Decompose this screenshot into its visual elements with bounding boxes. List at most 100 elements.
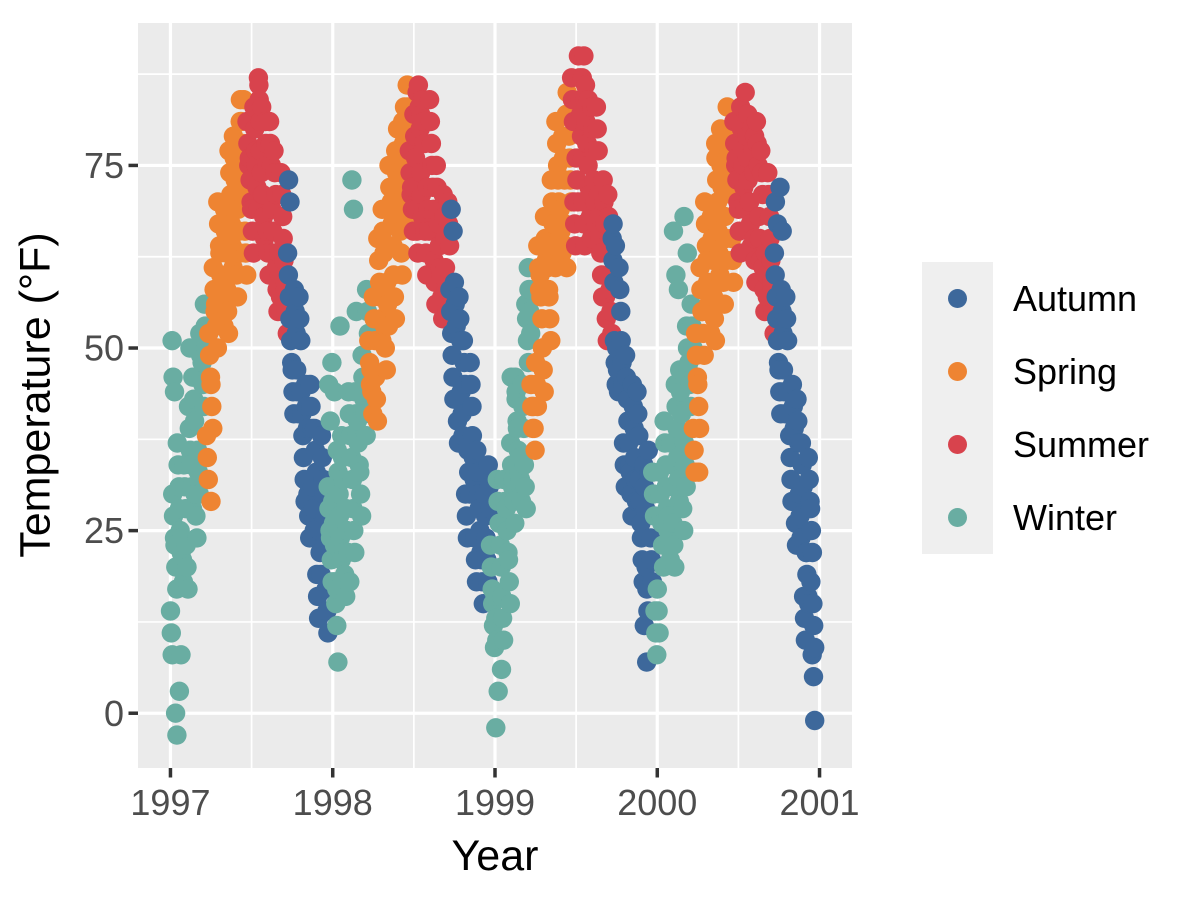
data-point [419, 90, 440, 110]
data-point [661, 433, 681, 453]
data-point [278, 265, 299, 285]
data-point [186, 506, 206, 526]
data-point [467, 440, 487, 460]
data-point [162, 331, 182, 351]
data-point [540, 309, 560, 329]
data-point [667, 418, 687, 439]
legend-item-winter: Winter [922, 481, 1149, 554]
data-point [264, 141, 284, 161]
data-point [638, 440, 658, 460]
data-point [252, 97, 272, 117]
data-point [198, 469, 218, 490]
data-point [701, 206, 721, 227]
data-point [648, 601, 668, 621]
data-point [486, 718, 506, 738]
data-point [420, 111, 441, 132]
legend-item-spring: Spring [922, 335, 1149, 408]
data-point [723, 272, 744, 292]
data-point [610, 279, 630, 300]
data-point [178, 579, 198, 599]
data-point [765, 192, 786, 212]
data-point [787, 389, 807, 409]
data-point [350, 462, 370, 482]
legend-label-winter: Winter [1013, 496, 1118, 538]
legend-item-autumn: Autumn [922, 262, 1149, 335]
data-point [533, 360, 553, 380]
legend-key-winter [922, 481, 993, 554]
data-point [343, 199, 364, 219]
data-point [714, 294, 734, 314]
data-point [312, 447, 332, 468]
data-point [603, 214, 623, 234]
data-point [615, 345, 636, 365]
x-tick-label-2000: 2000 [617, 782, 697, 823]
data-point [801, 572, 821, 592]
data-point [384, 287, 405, 307]
x-tick-label-1997: 1997 [130, 782, 210, 823]
data-point [329, 484, 349, 504]
data-point [665, 557, 685, 577]
data-point [237, 265, 257, 285]
data-point [336, 586, 356, 607]
data-point [557, 258, 577, 278]
data-point [799, 469, 819, 490]
x-tick-label-2001: 2001 [779, 782, 859, 823]
spring-dot-icon [948, 362, 967, 381]
data-point [688, 374, 708, 395]
data-point [350, 484, 371, 504]
data-point [207, 338, 228, 358]
data-point [539, 287, 559, 307]
data-point [340, 572, 360, 592]
data-point [187, 528, 207, 548]
x-tick-label-1998: 1998 [293, 782, 373, 823]
data-point [163, 367, 183, 387]
data-point [773, 360, 794, 380]
data-point [788, 411, 808, 431]
data-point [598, 184, 618, 205]
data-point [689, 462, 709, 482]
data-point [311, 426, 332, 446]
y-tick-label-50: 50 [84, 328, 124, 369]
data-point [684, 440, 704, 460]
data-point [287, 360, 307, 380]
data-point [280, 192, 300, 212]
data-point [586, 97, 607, 117]
winter-dot-icon [948, 508, 967, 527]
y-tick-label-25: 25 [84, 510, 124, 551]
data-point [629, 426, 649, 446]
summer-dot-icon [948, 435, 967, 454]
data-point [167, 725, 187, 745]
data-point [765, 265, 785, 285]
data-point [500, 594, 520, 614]
legend-key-autumn [922, 262, 993, 335]
data-point [203, 418, 223, 439]
data-point [449, 287, 469, 307]
data-point [717, 97, 737, 117]
data-point [647, 645, 667, 665]
data-point [666, 265, 686, 285]
data-point [327, 615, 347, 636]
data-point [587, 119, 607, 139]
data-point [421, 133, 442, 154]
data-point [609, 258, 629, 278]
data-point [301, 396, 321, 417]
data-point [694, 345, 714, 365]
data-point [273, 206, 293, 227]
y-tick-label-75: 75 [84, 145, 124, 186]
data-point [273, 228, 293, 249]
data-point [704, 309, 725, 329]
data-point [214, 199, 235, 219]
data-point [705, 331, 726, 351]
data-point [772, 221, 792, 241]
data-point [165, 703, 186, 723]
x-tick-label-1999: 1999 [455, 782, 535, 823]
data-point [647, 579, 667, 599]
data-point [628, 404, 648, 424]
data-point [499, 572, 519, 592]
data-point [460, 352, 480, 373]
data-point [541, 331, 561, 351]
data-point [674, 520, 694, 541]
data-point [800, 499, 821, 519]
